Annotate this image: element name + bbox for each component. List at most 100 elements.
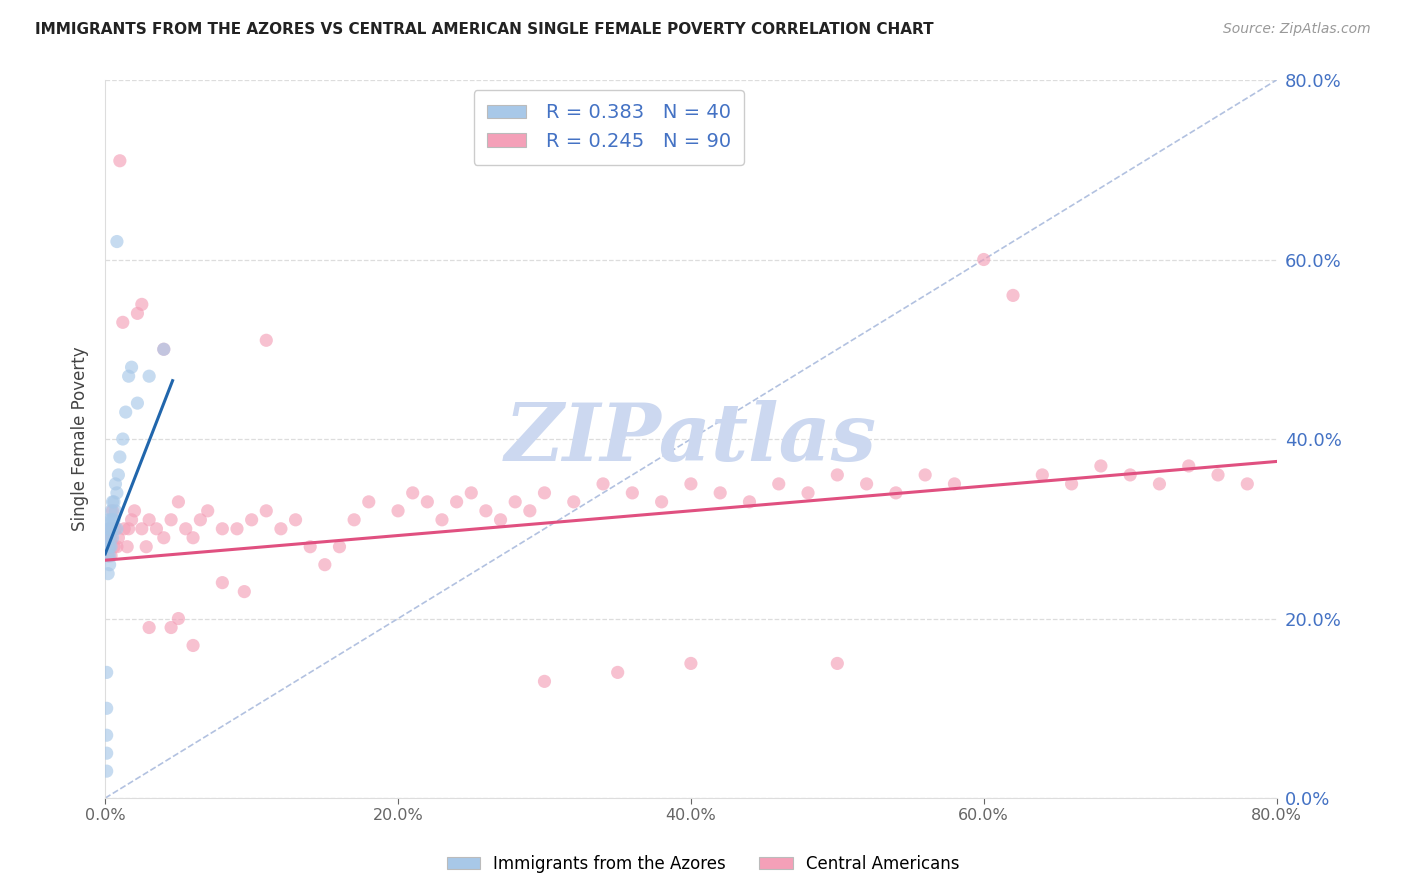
Point (160, 620, 183, 634)
Y-axis label: Single Female Poverty: Single Female Poverty (72, 347, 89, 532)
Point (98, 558, 121, 572)
Point (138, 620, 160, 634)
Point (181, 639, 204, 653)
Point (651, 495, 673, 509)
Point (131, 522, 153, 536)
Text: Source: ZipAtlas.com: Source: ZipAtlas.com (1223, 22, 1371, 37)
Point (533, 674, 555, 689)
Point (503, 495, 526, 509)
Point (103, 540, 125, 554)
Point (402, 486, 425, 500)
Point (107, 467, 129, 482)
Point (533, 486, 555, 500)
Text: ZIPatlas: ZIPatlas (505, 401, 877, 478)
Point (884, 486, 907, 500)
Point (1031, 467, 1053, 482)
Point (98, 540, 121, 554)
Point (709, 486, 731, 500)
Point (98, 540, 121, 554)
Point (181, 531, 204, 545)
Point (97, 566, 120, 581)
Point (96, 764, 118, 779)
Point (131, 297, 153, 311)
Point (138, 513, 160, 527)
Point (145, 522, 167, 536)
Point (121, 360, 143, 375)
Point (127, 306, 149, 320)
Point (97, 522, 120, 536)
Point (105, 486, 128, 500)
Point (152, 343, 174, 357)
Point (460, 486, 482, 500)
Point (152, 531, 174, 545)
Point (284, 513, 307, 527)
Point (768, 476, 790, 491)
Point (1002, 288, 1025, 302)
Point (96, 701, 118, 715)
Point (111, 432, 134, 446)
Point (446, 495, 468, 509)
Point (108, 450, 131, 464)
Point (1119, 467, 1142, 482)
Point (127, 396, 149, 410)
Point (299, 540, 322, 554)
Point (97, 531, 120, 545)
Point (96, 665, 118, 680)
Point (105, 235, 128, 249)
Point (167, 611, 190, 625)
Point (98, 549, 121, 563)
Point (111, 315, 134, 329)
Point (124, 504, 146, 518)
Point (357, 495, 380, 509)
Point (190, 513, 212, 527)
Point (797, 486, 820, 500)
Point (103, 513, 125, 527)
Point (855, 476, 877, 491)
Legend: Immigrants from the Azores, Central Americans: Immigrants from the Azores, Central Amer… (440, 848, 966, 880)
Point (343, 513, 366, 527)
Point (240, 513, 263, 527)
Point (101, 504, 124, 518)
Text: IMMIGRANTS FROM THE AZORES VS CENTRAL AMERICAN SINGLE FEMALE POVERTY CORRELATION: IMMIGRANTS FROM THE AZORES VS CENTRAL AM… (35, 22, 934, 37)
Point (97, 549, 120, 563)
Point (104, 504, 127, 518)
Point (97, 513, 120, 527)
Point (1206, 467, 1229, 482)
Point (270, 522, 292, 536)
Point (97, 540, 120, 554)
Point (621, 486, 644, 500)
Point (519, 504, 541, 518)
Point (114, 405, 136, 419)
Point (211, 522, 233, 536)
Point (97, 531, 120, 545)
Point (100, 549, 122, 563)
Point (101, 495, 124, 509)
Point (973, 252, 995, 267)
Point (121, 513, 143, 527)
Point (738, 495, 761, 509)
Point (100, 540, 122, 554)
Point (103, 495, 125, 509)
Point (98, 522, 121, 536)
Point (211, 575, 233, 590)
Point (226, 522, 249, 536)
Point (606, 665, 628, 680)
Point (592, 476, 614, 491)
Point (117, 522, 139, 536)
Point (489, 513, 512, 527)
Point (100, 522, 122, 536)
Point (98, 522, 121, 536)
Point (233, 584, 256, 599)
Point (100, 504, 122, 518)
Point (115, 540, 138, 554)
Point (138, 369, 160, 384)
Point (430, 513, 453, 527)
Point (96, 746, 118, 760)
Point (104, 522, 127, 536)
Point (679, 476, 702, 491)
Point (1177, 458, 1199, 473)
Point (475, 504, 498, 518)
Point (101, 531, 124, 545)
Point (1236, 476, 1258, 491)
Point (254, 333, 277, 347)
